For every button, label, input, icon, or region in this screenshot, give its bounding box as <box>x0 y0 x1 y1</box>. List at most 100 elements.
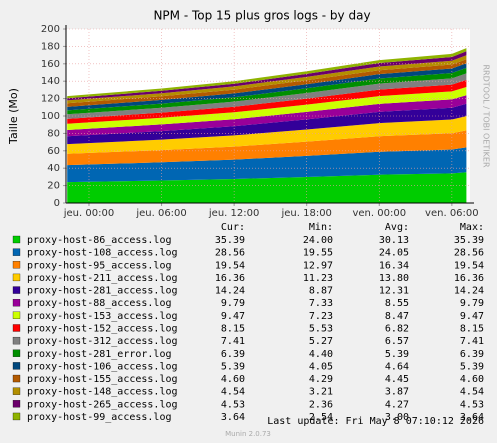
area <box>67 73 467 119</box>
stat-value: 3.21 <box>309 387 333 398</box>
stat-value: 2.36 <box>309 399 333 410</box>
stat-value: 24.00 <box>303 235 333 246</box>
y-tick-label: 20 <box>47 181 60 192</box>
area <box>67 103 467 145</box>
legend-swatch <box>12 400 21 408</box>
x-tick-label: jeu. 12:00 <box>208 208 259 219</box>
stat-value: 7.33 <box>309 298 333 309</box>
stat-value: 12.97 <box>303 260 333 271</box>
stat-value: 35.39 <box>215 235 245 246</box>
stat-value: 4.45 <box>385 374 409 385</box>
stat-value: 6.57 <box>385 336 409 347</box>
stat-value: 7.41 <box>221 336 245 347</box>
stat-value: 6.82 <box>385 323 409 334</box>
stat-value: 19.54 <box>215 260 245 271</box>
stat-value: 3.64 <box>460 412 484 423</box>
y-tick-label: 100 <box>41 111 60 122</box>
stat-value: 5.39 <box>385 349 409 360</box>
legend-swatch <box>12 273 21 282</box>
stat-value: 4.54 <box>221 387 245 398</box>
y-tick-label: 200 <box>41 24 60 35</box>
stat-value: 3.64 <box>221 412 245 423</box>
legend-label: proxy-host-99_access.log <box>27 412 172 423</box>
stat-value: 4.60 <box>221 374 245 385</box>
y-axis-label: Taille (Mo) <box>7 88 20 145</box>
area <box>67 87 467 130</box>
stat-value: 8.55 <box>385 298 409 309</box>
legend-swatch <box>12 349 21 357</box>
legend-swatch <box>12 311 21 319</box>
stat-value: 5.39 <box>221 361 245 372</box>
stat-value: 28.56 <box>454 248 484 259</box>
stat-value: 4.29 <box>309 374 333 385</box>
legend-label: proxy-host-95_access.log <box>27 260 172 271</box>
stat-value: 19.54 <box>454 260 484 271</box>
area <box>67 116 467 154</box>
area <box>67 79 467 124</box>
stat-value: 3.87 <box>385 387 409 398</box>
legend-label: proxy-host-281_error.log <box>27 349 172 360</box>
legend-label: proxy-host-88_access.log <box>27 298 172 309</box>
y-tick-label: 180 <box>41 41 60 52</box>
stat-value: 9.79 <box>460 298 484 309</box>
stat-value: 19.55 <box>303 248 333 259</box>
stat-value: 2.54 <box>309 412 333 423</box>
area <box>67 67 467 115</box>
stat-value: 6.39 <box>460 349 484 360</box>
legend-label: proxy-host-211_access.log <box>27 273 178 284</box>
version: Munin 2.0.73 <box>225 430 271 438</box>
stat-value: 3.00 <box>385 412 409 423</box>
x-tick-label: ven. 06:00 <box>425 208 479 219</box>
stat-value: 8.47 <box>385 311 409 322</box>
stat-value: 4.64 <box>385 361 409 372</box>
stat-value: 13.80 <box>379 273 409 284</box>
legend-label: proxy-host-86_access.log <box>27 235 172 246</box>
stat-value: 16.36 <box>454 273 484 284</box>
stat-value: 9.47 <box>460 311 484 322</box>
y-tick-label: 40 <box>47 163 60 174</box>
x-tick-label: ven. 00:00 <box>352 208 406 219</box>
stat-value: 8.15 <box>460 323 484 334</box>
x-tick-label: jeu. 18:00 <box>280 208 331 219</box>
stat-value: 5.39 <box>460 361 484 372</box>
area <box>67 63 467 111</box>
stat-value: 4.05 <box>309 361 333 372</box>
area <box>67 48 467 99</box>
area <box>67 51 467 101</box>
legend-swatch <box>12 299 21 307</box>
y-tick-label: 120 <box>41 94 60 105</box>
stat-value: 5.53 <box>309 323 333 334</box>
y-tick-label: 0 <box>54 198 60 209</box>
y-tick-label: 160 <box>41 59 60 70</box>
legend-label: proxy-host-265_access.log <box>27 399 178 410</box>
legend-label: proxy-host-153_access.log <box>27 311 178 322</box>
legend-label: proxy-host-312_access.log <box>27 336 178 347</box>
stat-value: 4.53 <box>460 399 484 410</box>
legend-swatch <box>12 374 21 383</box>
stat-value: 4.60 <box>460 374 484 385</box>
stat-header: Max: <box>460 222 484 233</box>
stat-value: 11.23 <box>303 273 333 284</box>
stat-header: Cur: <box>221 222 245 233</box>
y-tick-label: 60 <box>47 146 60 157</box>
stat-value: 8.87 <box>309 286 333 297</box>
chart-title: NPM - Top 15 plus gros logs - by day <box>153 9 370 23</box>
stat-value: 9.79 <box>221 298 245 309</box>
x-tick-label: jeu. 06:00 <box>135 208 186 219</box>
legend-swatch <box>12 235 21 244</box>
area <box>67 59 467 107</box>
y-tick-label: 140 <box>41 76 60 87</box>
area <box>67 95 467 137</box>
legend-swatch <box>12 286 21 294</box>
area <box>67 130 467 166</box>
stat-value: 4.53 <box>221 399 245 410</box>
legend-label: proxy-host-152_access.log <box>27 323 178 334</box>
area <box>67 147 467 183</box>
stat-value: 7.41 <box>460 336 484 347</box>
area <box>67 172 467 203</box>
stat-value: 12.31 <box>379 286 409 297</box>
stat-value: 16.34 <box>379 260 409 271</box>
stat-value: 8.15 <box>221 323 245 334</box>
stat-value: 4.54 <box>460 387 484 398</box>
